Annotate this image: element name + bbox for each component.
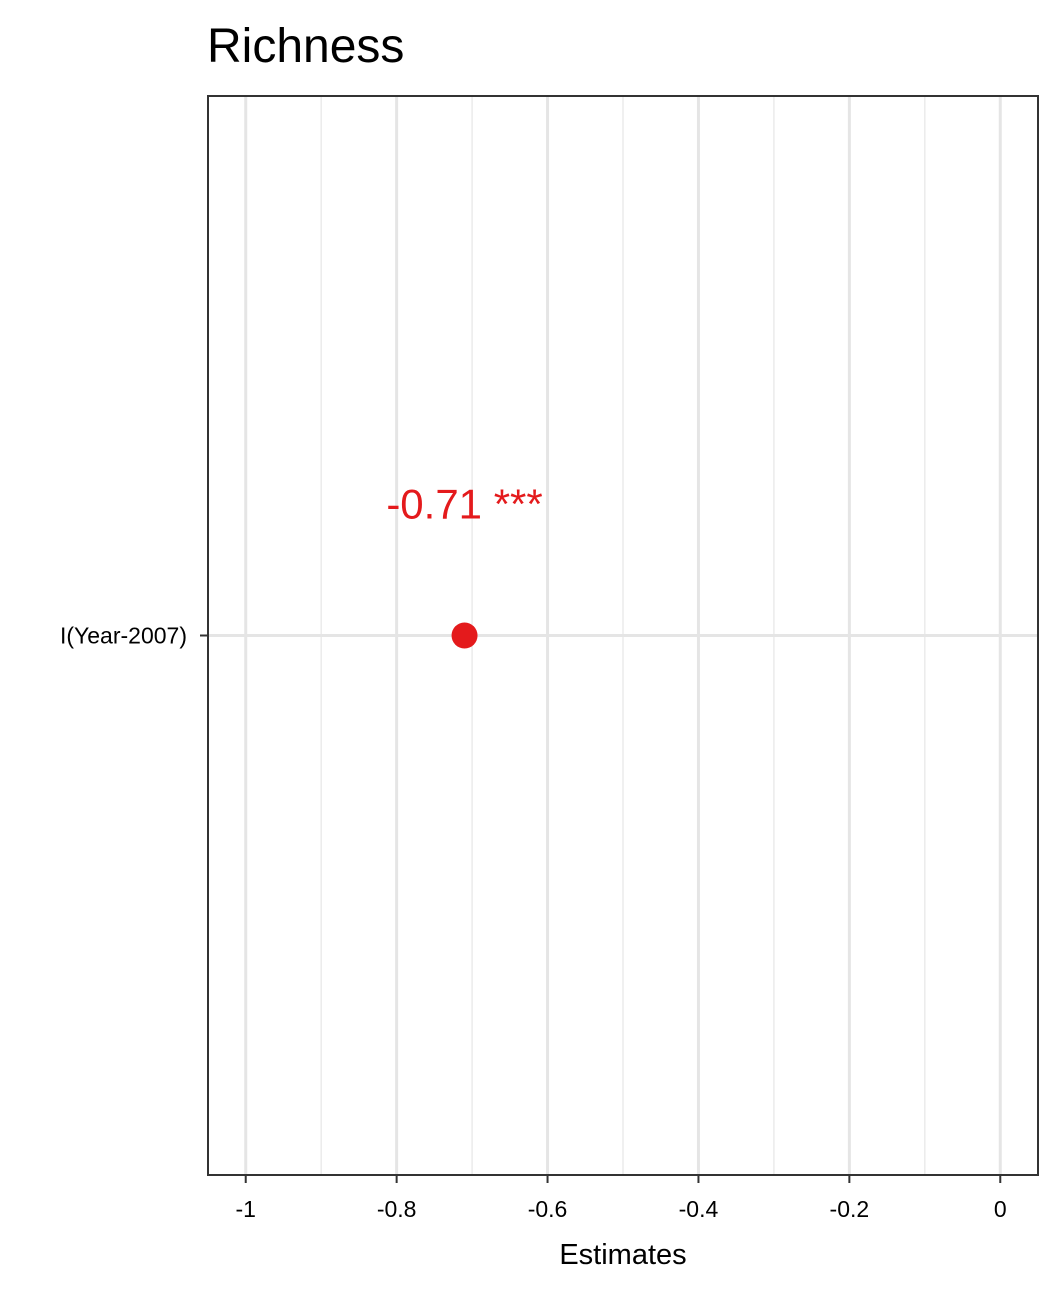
chart-title: Richness (207, 20, 404, 73)
x-tick-label: -0.2 (830, 1196, 870, 1222)
x-tick-label: -0.6 (528, 1196, 568, 1222)
x-tick-label: 0 (994, 1196, 1007, 1222)
grid-layer (208, 96, 1038, 1175)
estimate-point (451, 622, 478, 649)
x-tick-label: -0.8 (377, 1196, 417, 1222)
marks-layer: -0.71 *** (386, 481, 543, 649)
y-tick-label: I(Year-2007) (60, 623, 187, 649)
x-axis-title: Estimates (559, 1239, 686, 1271)
estimate-label: -0.71 *** (386, 481, 542, 528)
x-tick-label: -1 (236, 1196, 256, 1222)
axis-layer: -1 -0.8 -0.6 -0.4 -0.2 0 I(Year-2007) (60, 623, 1007, 1223)
x-tick-label: -0.4 (679, 1196, 719, 1222)
